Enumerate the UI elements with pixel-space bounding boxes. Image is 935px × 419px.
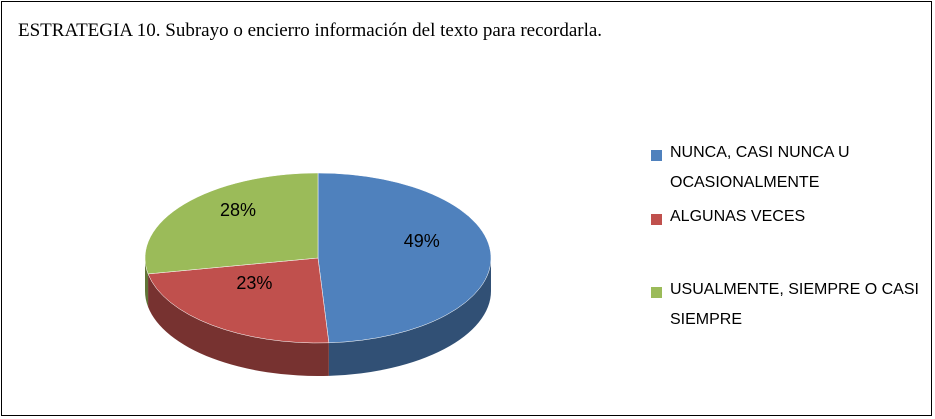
legend-swatch (651, 287, 662, 298)
legend-label: USUALMENTE, SIEMPRE O CASI SIEMPRE (670, 281, 919, 328)
data-label: 28% (220, 200, 256, 220)
legend-swatch (651, 150, 662, 161)
slice-side (328, 258, 491, 376)
legend-item: NUNCA, CASI NUNCA U OCASIONALMENTE (651, 144, 929, 198)
chart-title: ESTRATEGIA 10. Subrayo o encierro inform… (18, 20, 603, 41)
data-label: 49% (404, 231, 440, 251)
slice (144, 172, 319, 275)
legend-item: USUALMENTE, SIEMPRE O CASI SIEMPRE (651, 281, 929, 335)
slice (147, 257, 330, 344)
legend-label: NUNCA, CASI NUNCA U OCASIONALMENTE (670, 144, 850, 191)
data-label: 23% (236, 273, 272, 293)
legend-item: ALGUNAS VECES (651, 208, 929, 232)
slice-side (145, 258, 149, 307)
legend-swatch (651, 214, 662, 225)
slice-side (148, 273, 329, 376)
slice (317, 172, 492, 344)
legend-label: ALGUNAS VECES (670, 208, 806, 225)
